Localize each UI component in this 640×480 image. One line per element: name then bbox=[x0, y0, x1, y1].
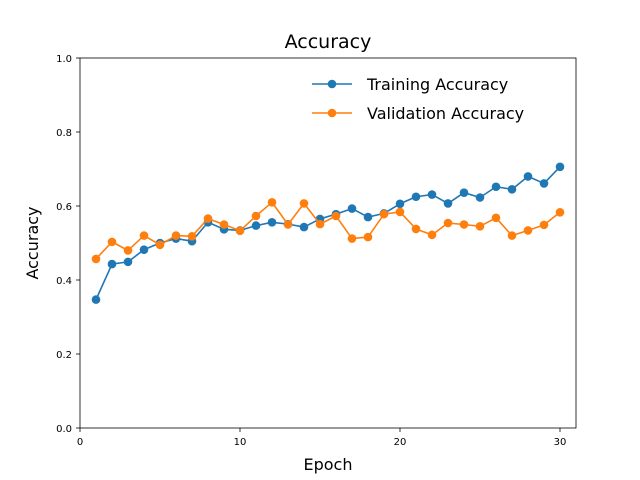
data-point-validation bbox=[107, 237, 117, 247]
y-axis-label: Accuracy bbox=[23, 206, 42, 279]
legend-marker bbox=[327, 108, 337, 118]
data-point-training bbox=[539, 179, 549, 188]
x-tick-label: 10 bbox=[234, 437, 247, 448]
data-point-validation bbox=[555, 207, 565, 217]
y-tick-label: 0.0 bbox=[56, 424, 72, 435]
data-point-validation bbox=[299, 199, 309, 208]
data-point-validation bbox=[475, 222, 485, 231]
y-tick-label: 0.8 bbox=[56, 128, 72, 139]
x-tick-label: 0 bbox=[77, 437, 83, 448]
data-point-validation bbox=[283, 220, 293, 229]
x-tick-label: 20 bbox=[394, 437, 407, 448]
data-point-validation bbox=[91, 254, 101, 264]
y-tick-label: 0.4 bbox=[56, 276, 72, 287]
legend-label: Training Accuracy bbox=[366, 75, 508, 94]
data-point-validation bbox=[155, 240, 165, 250]
data-point-validation bbox=[139, 231, 149, 240]
data-point-validation bbox=[363, 232, 373, 242]
data-point-validation bbox=[171, 231, 181, 240]
data-point-validation bbox=[491, 213, 501, 223]
data-point-validation bbox=[347, 234, 357, 243]
data-point-training bbox=[347, 204, 357, 213]
data-point-validation bbox=[507, 231, 517, 240]
data-point-training bbox=[491, 182, 501, 192]
data-point-validation bbox=[219, 220, 229, 229]
y-tick-label: 0.2 bbox=[56, 350, 72, 361]
data-point-validation bbox=[267, 198, 277, 207]
chart-title: Accuracy bbox=[285, 31, 372, 53]
x-tick-label: 30 bbox=[554, 437, 567, 448]
data-point-validation bbox=[443, 218, 453, 228]
data-point-training bbox=[267, 217, 277, 227]
data-point-training bbox=[523, 172, 533, 181]
data-point-validation bbox=[427, 230, 437, 240]
data-point-training bbox=[299, 222, 309, 232]
data-point-validation bbox=[187, 232, 197, 241]
legend: Training Accuracy Validation Accuracy bbox=[312, 75, 524, 123]
x-axis-label: Epoch bbox=[304, 455, 353, 474]
y-tick-label: 0.6 bbox=[56, 202, 72, 213]
plot-frame bbox=[79, 57, 577, 429]
data-point-training bbox=[427, 190, 437, 199]
data-point-training bbox=[123, 257, 133, 267]
data-point-training bbox=[107, 259, 117, 269]
data-point-validation bbox=[411, 224, 421, 234]
y-tick-label: 1.0 bbox=[56, 54, 72, 65]
data-point-validation bbox=[539, 220, 549, 230]
legend-marker bbox=[327, 79, 337, 89]
data-point-validation bbox=[379, 209, 389, 219]
data-point-validation bbox=[251, 211, 261, 221]
data-point-validation bbox=[235, 226, 245, 236]
data-point-validation bbox=[395, 207, 405, 217]
data-point-training bbox=[443, 199, 453, 208]
data-point-training bbox=[91, 295, 101, 304]
data-point-training bbox=[251, 221, 261, 230]
legend-label: Validation Accuracy bbox=[367, 104, 524, 123]
data-point-training bbox=[555, 162, 565, 172]
data-point-validation bbox=[315, 219, 325, 229]
data-point-training bbox=[411, 192, 421, 202]
data-point-validation bbox=[203, 214, 213, 223]
data-point-training bbox=[475, 193, 485, 202]
data-point-validation bbox=[331, 211, 341, 221]
data-point-training bbox=[507, 185, 517, 194]
data-point-training bbox=[459, 188, 469, 197]
data-point-validation bbox=[523, 226, 533, 235]
data-point-validation bbox=[459, 220, 469, 229]
data-point-validation bbox=[123, 246, 133, 255]
data-point-training bbox=[395, 199, 405, 209]
data-point-training bbox=[139, 245, 149, 254]
data-point-training bbox=[363, 212, 373, 222]
